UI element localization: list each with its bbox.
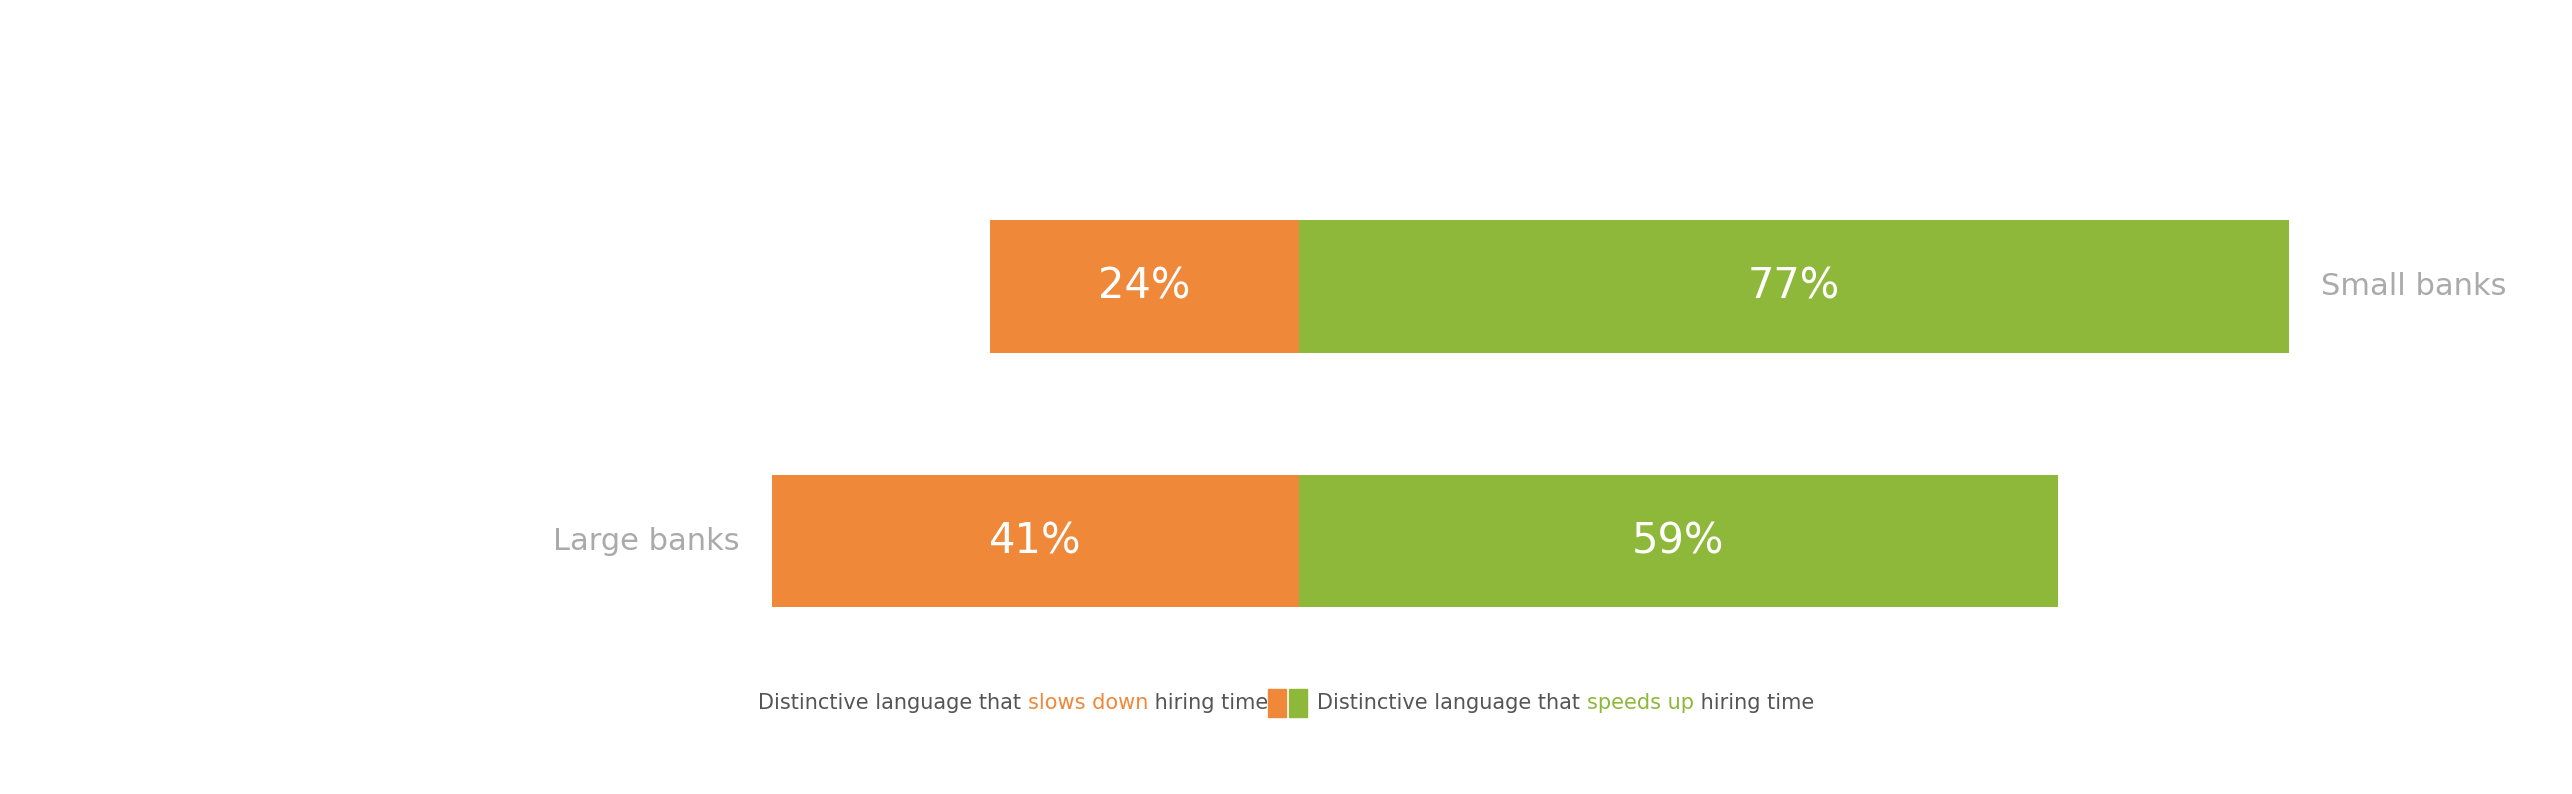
Text: 59%: 59% [1633, 520, 1723, 562]
Text: hiring time: hiring time [1147, 692, 1268, 713]
Bar [990, 220, 1299, 353]
Text: Small banks: Small banks [2320, 272, 2508, 301]
Text: hiring time: hiring time [1695, 692, 1813, 713]
Text: Large banks: Large banks [553, 526, 741, 556]
Text: 24%: 24% [1098, 265, 1191, 307]
Text: Distinctive language that: Distinctive language that [1317, 692, 1587, 713]
Bar [1299, 220, 2289, 353]
Text: slows down: slows down [1029, 692, 1147, 713]
Text: Distinctive language that: Distinctive language that [759, 692, 1029, 713]
Bar [772, 475, 1299, 607]
Text: 41%: 41% [990, 520, 1080, 562]
Text: speeds up: speeds up [1587, 692, 1695, 713]
Bar [1299, 475, 2058, 607]
Text: 77%: 77% [1749, 265, 1839, 307]
